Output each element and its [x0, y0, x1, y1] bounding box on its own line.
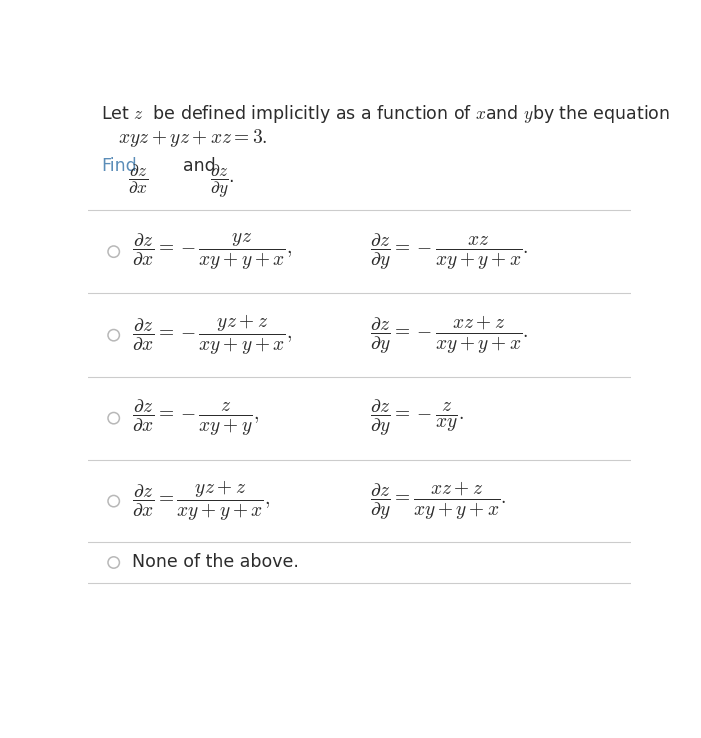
Text: None of the above.: None of the above. — [132, 554, 299, 571]
Text: $\dfrac{\partial z}{\partial x} = -\dfrac{yz+z}{xy+y+x},$: $\dfrac{\partial z}{\partial x} = -\dfra… — [132, 313, 292, 357]
Text: Let $z$  be defined implicitly as a function of $x$and $y$by the equation: Let $z$ be defined implicitly as a funct… — [101, 103, 670, 125]
Text: $\dfrac{\partial z}{\partial x} = -\dfrac{yz}{xy+y+x},$: $\dfrac{\partial z}{\partial x} = -\dfra… — [132, 232, 292, 272]
Text: and: and — [183, 156, 215, 175]
Text: $\dfrac{\partial z}{\partial x} = \dfrac{yz+z}{xy+y+x},$: $\dfrac{\partial z}{\partial x} = \dfrac… — [132, 479, 271, 523]
Text: $\dfrac{\partial z}{\partial y} = -\dfrac{z}{xy}.$: $\dfrac{\partial z}{\partial y} = -\dfra… — [370, 398, 464, 438]
Text: $\dfrac{\partial z}{\partial y} = -\dfrac{xz+z}{xy+y+x}.$: $\dfrac{\partial z}{\partial y} = -\dfra… — [370, 314, 529, 356]
Text: $\dfrac{\partial z}{\partial y} = -\dfrac{xz}{xy+y+x}.$: $\dfrac{\partial z}{\partial y} = -\dfra… — [370, 232, 529, 272]
Text: $\dfrac{\partial z}{\partial y}$.: $\dfrac{\partial z}{\partial y}$. — [210, 162, 234, 200]
Text: Find: Find — [101, 156, 137, 175]
Text: $\dfrac{\partial z}{\partial y} = \dfrac{xz+z}{xy+y+x}.$: $\dfrac{\partial z}{\partial y} = \dfrac… — [370, 480, 507, 523]
Text: $\dfrac{\partial z}{\partial x} = -\dfrac{z}{xy+y},$: $\dfrac{\partial z}{\partial x} = -\dfra… — [132, 398, 259, 438]
Text: $\dfrac{\partial z}{\partial x}$: $\dfrac{\partial z}{\partial x}$ — [128, 162, 149, 196]
Text: $xyz + yz + xz = 3.$: $xyz + yz + xz = 3.$ — [118, 127, 267, 148]
